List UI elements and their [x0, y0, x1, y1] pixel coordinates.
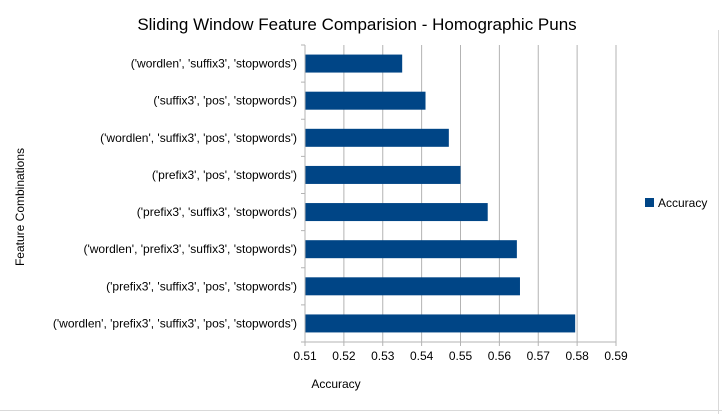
bar	[305, 165, 461, 184]
x-tick-label: 0.59	[604, 349, 628, 363]
x-tick-label: 0.56	[488, 349, 512, 363]
y-category-label: ('prefix3', 'pos', 'stopwords')	[152, 168, 297, 182]
bar	[305, 277, 520, 296]
y-category-label: ('wordlen', 'prefix3', 'suffix3', 'stopw…	[83, 242, 297, 256]
axes	[301, 44, 617, 346]
y-category-label: ('wordlen', 'prefix3', 'suffix3', 'pos',…	[53, 316, 297, 330]
x-tick-label: 0.57	[527, 349, 551, 363]
legend-swatch	[645, 198, 654, 207]
bar	[305, 240, 517, 259]
legend-label: Accuracy	[658, 196, 707, 210]
y-category-label: ('wordlen', 'suffix3', 'stopwords')	[131, 57, 297, 71]
bar	[305, 203, 488, 222]
y-category-label: ('prefix3', 'suffix3', 'stopwords')	[137, 205, 297, 219]
x-tick-label: 0.58	[565, 349, 589, 363]
x-tick-label: 0.54	[410, 349, 434, 363]
chart-title: Sliding Window Feature Comparision - Hom…	[137, 15, 576, 34]
legend: Accuracy	[645, 196, 707, 210]
x-tick-labels: 0.51 0.52 0.53 0.54 0.55 0.56 0.57 0.58 0.59	[293, 349, 628, 363]
x-axis-label: Accuracy	[311, 377, 360, 391]
frame-bottom-edge	[0, 410, 722, 411]
x-tick-label: 0.55	[449, 349, 473, 363]
x-tick-label: 0.51	[293, 349, 317, 363]
x-tick-label: 0.52	[332, 349, 356, 363]
bar	[305, 54, 403, 73]
bar	[305, 314, 576, 333]
bar	[305, 128, 449, 147]
y-category-label: ('suffix3', 'pos', 'stopwords')	[153, 94, 297, 108]
y-category-label: ('wordlen', 'suffix3', 'pos', 'stopwords…	[100, 131, 297, 145]
y-axis-label: Feature Combinations	[13, 148, 27, 266]
bars	[305, 54, 576, 333]
bar	[305, 91, 426, 110]
y-category-label: ('prefix3', 'suffix3', 'pos', 'stopwords…	[106, 279, 297, 293]
x-tick-label: 0.53	[371, 349, 395, 363]
gridlines	[304, 45, 617, 342]
frame-right-edge	[718, 30, 719, 414]
y-category-labels: ('wordlen', 'suffix3', 'stopwords') ('suf…	[53, 57, 297, 331]
